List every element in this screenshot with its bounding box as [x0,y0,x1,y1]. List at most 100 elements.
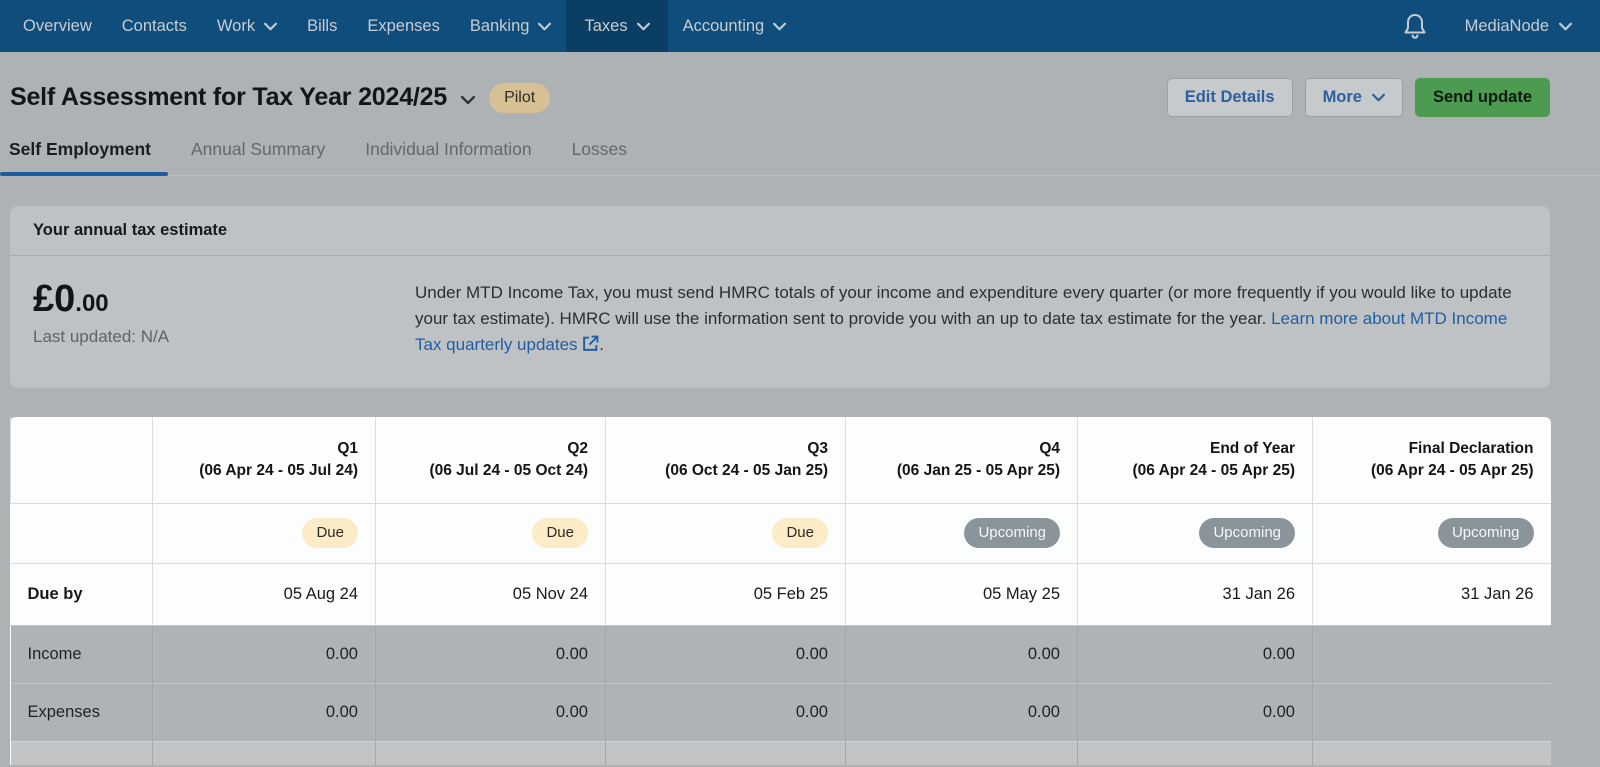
due-by-value: 05 Nov 24 [375,562,606,625]
partial-next-row [10,740,1551,765]
column-header-6: Final Declaration (06 Apr 24 - 05 Apr 25) [1312,417,1551,503]
section-tabs: Self Employment Annual Summary Individual … [0,139,1600,176]
income-value: 0.00 [845,624,1078,683]
notifications-bell-icon[interactable] [1403,13,1427,39]
due-by-value: 31 Jan 26 [1312,562,1551,625]
expenses-value: 0.00 [1077,682,1313,741]
estimate-amount: £0.00 [33,280,415,318]
income-value: 0.00 [152,624,376,683]
status-badge-upcoming: Upcoming [1199,518,1295,548]
due-by-value: 05 Feb 25 [605,562,846,625]
status-row-label-cell [10,502,153,563]
column-period: (06 Jul 24 - 05 Oct 24) [429,461,588,479]
chevron-down-icon [264,22,278,30]
status-badge-due: Due [772,518,828,548]
nav-item-contacts[interactable]: Contacts [107,0,202,52]
column-title: Q2 [567,439,588,457]
column-title: End of Year [1210,439,1295,457]
chevron-down-icon [773,22,787,30]
nav-item-work[interactable]: Work [202,0,292,52]
column-header-5: End of Year (06 Apr 24 - 05 Apr 25) [1077,417,1313,503]
after-link-text: . [599,335,605,354]
edit-details-button[interactable]: Edit Details [1166,78,1293,117]
income-value [1312,624,1551,683]
card-body: £0.00 Last updated: N/A Under MTD Income… [10,256,1550,388]
income-value: 0.00 [605,624,846,683]
column-title: Q4 [1039,439,1060,457]
page-title: Self Assessment for Tax Year 2024/25 [10,83,448,111]
learn-more-link-label: Learn more about MTD Income Tax quarterl… [415,309,1508,354]
chevron-down-icon [1371,93,1385,102]
due-by-value: 05 May 25 [845,562,1078,625]
expenses-value: 0.00 [605,682,846,741]
amount-major: £0 [33,278,76,320]
status-badge-due: Due [532,518,588,548]
column-header-1: Q1 (06 Apr 24 - 05 Jul 24) [152,417,376,503]
header-actions: Edit Details More Send update [1166,78,1550,117]
title-chevron-down-icon[interactable] [461,95,476,105]
column-period: (06 Jan 25 - 05 Apr 25) [896,461,1060,479]
due-by-value: 05 Aug 24 [152,562,376,625]
nav-item-label: Overview [23,16,92,35]
nav-item-label: Work [216,16,256,35]
nav-item-accounting[interactable]: Accounting [668,0,802,52]
page-header: Self Assessment for Tax Year 2024/25 Pil… [10,78,1550,117]
chevron-down-icon [1559,22,1572,30]
nav-item-expenses[interactable]: Expenses [352,0,454,52]
amount-minor: .00 [75,290,109,317]
column-title: Q1 [337,439,358,457]
status-badge-due: Due [302,518,358,548]
nav-item-label: Taxes [584,16,628,35]
nav-item-label: Bills [307,16,338,35]
table-header-row: Q1 (06 Apr 24 - 05 Jul 24) Q2 (06 Jul 24 - … [10,417,1551,503]
send-update-button[interactable]: Send update [1414,78,1550,117]
more-button[interactable]: More [1304,78,1403,117]
nav-item-label: Accounting [682,16,765,35]
account-menu[interactable]: MediaNode [1465,17,1572,36]
account-label: MediaNode [1464,16,1549,35]
column-title: Q3 [807,439,828,457]
column-header-3: Q3 (06 Oct 24 - 05 Jan 25) [605,417,846,503]
primary-nav-items: Overview Contacts Work Bills Expenses Banking… [0,0,801,52]
estimate-amount-group: £0.00 Last updated: N/A [33,280,415,358]
nav-item-bills[interactable]: Bills [292,0,352,52]
chevron-down-icon [636,22,650,30]
column-period: (06 Apr 24 - 05 Jul 24) [199,461,358,479]
annual-tax-estimate-card: Your annual tax estimate £0.00 Last upda… [10,206,1550,388]
income-value: 0.00 [1077,624,1313,683]
card-title: Your annual tax estimate [10,206,1550,256]
expenses-row: Expenses 0.00 0.00 0.00 0.00 0.00 [10,682,1551,741]
mtd-description: Under MTD Income Tax, you must send HMRC… [415,280,1532,358]
tab-self-employment[interactable]: Self Employment [0,139,168,176]
nav-item-taxes[interactable]: Taxes [566,0,668,52]
due-by-value: 31 Jan 26 [1077,562,1313,625]
header-empty-cell [10,417,153,503]
last-updated-text: Last updated: N/A [33,327,170,346]
expenses-value [1312,682,1551,741]
top-navigation: Overview Contacts Work Bills Expenses Banking… [0,0,1600,52]
more-button-label: More [1322,88,1362,106]
description-text: Under MTD Income Tax, you must send HMRC… [415,283,1512,328]
nav-item-label: Banking [469,16,530,35]
status-badge-upcoming: Upcoming [1437,518,1534,548]
income-row: Income 0.00 0.00 0.00 0.00 0.00 [10,624,1551,683]
column-period: (06 Apr 24 - 05 Apr 25) [1370,461,1534,479]
title-group: Self Assessment for Tax Year 2024/25 Pil… [10,82,551,113]
nav-item-label: Contacts [121,16,187,35]
expenses-value: 0.00 [152,682,376,741]
row-label-due-by: Due by [10,562,153,625]
tab-losses[interactable]: Losses [571,139,628,159]
status-row: Due Due Due Upcoming Upcoming Upcoming [10,502,1551,563]
quarterly-updates-table: Q1 (06 Apr 24 - 05 Jul 24) Q2 (06 Jul 24 - … [10,417,1551,765]
nav-item-overview[interactable]: Overview [8,0,107,52]
column-header-2: Q2 (06 Jul 24 - 05 Oct 24) [375,417,606,503]
tab-annual-summary[interactable]: Annual Summary [190,139,326,159]
nav-item-label: Expenses [367,16,440,35]
nav-item-banking[interactable]: Banking [455,0,567,52]
pilot-badge: Pilot [489,82,551,113]
learn-more-link[interactable]: Learn more about MTD Income Tax quarterl… [415,309,1507,354]
column-period: (06 Apr 24 - 05 Apr 25) [1132,461,1295,479]
tab-individual-information[interactable]: Individual Information [365,139,532,159]
row-label-income: Income [10,624,153,683]
expenses-value: 0.00 [375,682,606,741]
